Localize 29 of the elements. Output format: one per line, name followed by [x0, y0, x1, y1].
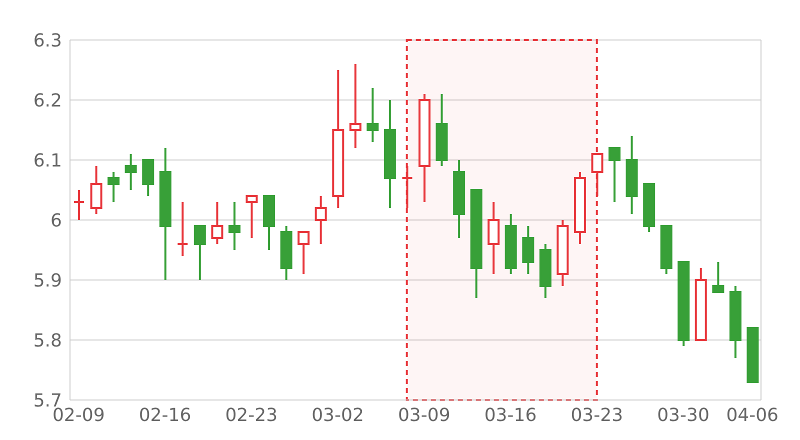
x-tick-label: 04-06: [726, 404, 779, 426]
candlestick: [176, 201, 189, 257]
y-tick-label: 6.2: [33, 90, 62, 112]
candlestick: [488, 201, 500, 275]
x-tick-label: 03-16: [484, 404, 537, 426]
candlestick: [228, 201, 240, 251]
x-tick-label: 03-30: [657, 404, 710, 426]
candlestick: [522, 225, 534, 275]
candlestick: [384, 99, 396, 209]
candlestick: [73, 189, 85, 221]
candlestick: [314, 195, 327, 245]
candlestick: [401, 165, 414, 209]
x-tick-label: 03-23: [570, 404, 624, 426]
x-tick-label: 03-02: [312, 404, 364, 426]
y-tick-label: 6.1: [33, 150, 62, 172]
candlestick: [124, 153, 137, 191]
y-tick-label: 6.3: [33, 30, 62, 52]
candlestick: [159, 147, 172, 281]
x-tick-label: 03-09: [398, 404, 450, 426]
x-tick-label: 02-16: [138, 404, 192, 426]
y-tick-label: 5.8: [33, 330, 62, 352]
x-tick-label: 02-23: [225, 404, 278, 426]
candlestick: [349, 63, 362, 149]
y-tick-label: 6: [50, 210, 62, 232]
candlestick: [453, 159, 466, 239]
candlestick: [366, 87, 379, 143]
candlestick: [332, 69, 344, 209]
y-tick-label: 5.9: [33, 270, 62, 292]
candlestick: [626, 135, 638, 215]
